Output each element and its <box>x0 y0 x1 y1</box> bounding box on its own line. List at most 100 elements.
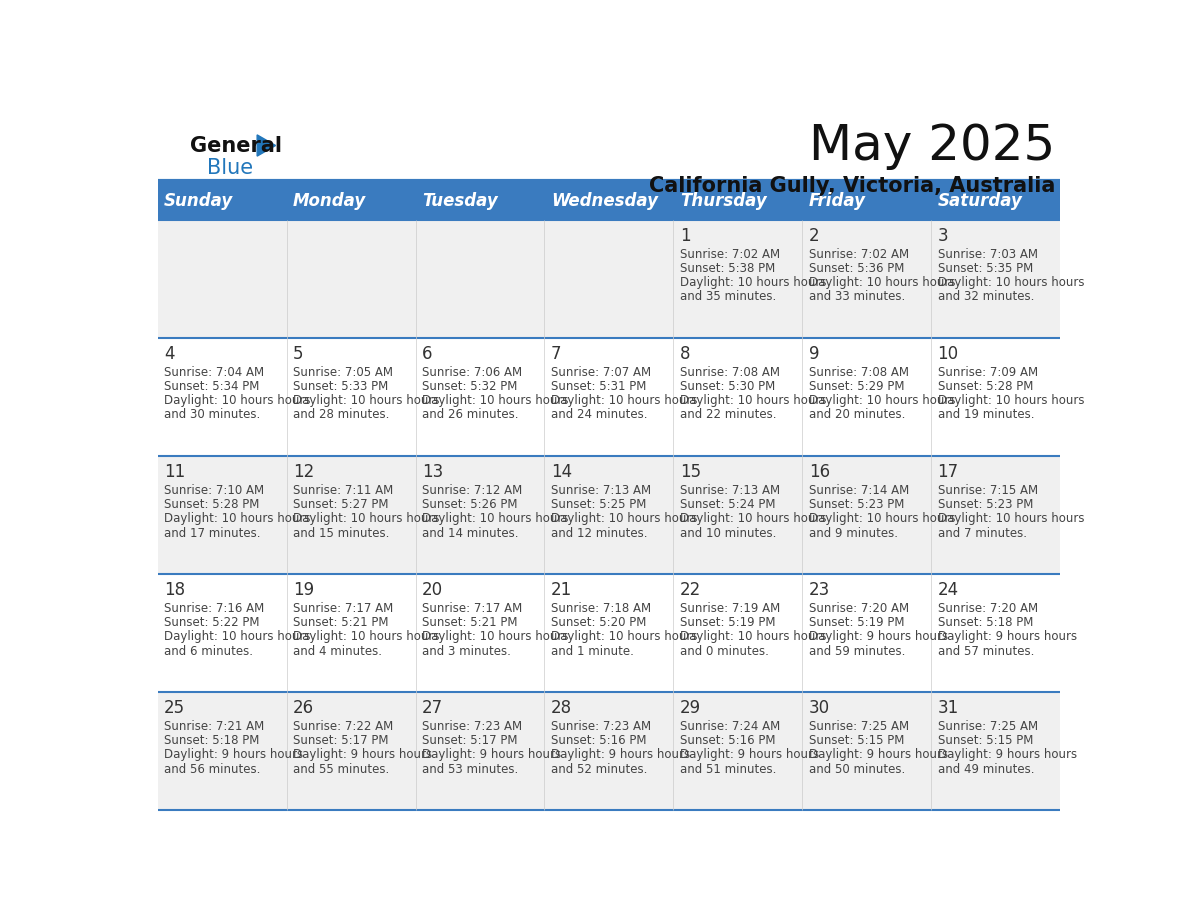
Bar <box>286 692 416 810</box>
Text: Sunset: 5:24 PM: Sunset: 5:24 PM <box>680 498 776 511</box>
Text: 29: 29 <box>680 699 701 717</box>
Text: Daylight: 9 hours hours: Daylight: 9 hours hours <box>422 748 561 761</box>
Text: Sunset: 5:25 PM: Sunset: 5:25 PM <box>551 498 646 511</box>
Text: and 30 minutes.: and 30 minutes. <box>164 409 260 421</box>
Bar <box>286 456 416 574</box>
Text: Daylight: 10 hours hours: Daylight: 10 hours hours <box>293 631 440 644</box>
Text: Daylight: 10 hours hours: Daylight: 10 hours hours <box>809 276 955 289</box>
Text: Thursday: Thursday <box>680 193 766 210</box>
Text: and 57 minutes.: and 57 minutes. <box>937 644 1034 657</box>
Text: and 9 minutes.: and 9 minutes. <box>809 527 898 540</box>
Text: 4: 4 <box>164 345 175 363</box>
Text: Daylight: 10 hours hours: Daylight: 10 hours hours <box>937 276 1083 289</box>
Text: Daylight: 9 hours hours: Daylight: 9 hours hours <box>680 748 819 761</box>
Text: Sunset: 5:30 PM: Sunset: 5:30 PM <box>680 380 775 393</box>
Text: Sunrise: 7:13 AM: Sunrise: 7:13 AM <box>551 484 651 497</box>
Text: and 56 minutes.: and 56 minutes. <box>164 763 260 776</box>
Bar <box>158 183 286 219</box>
Bar <box>674 219 802 338</box>
Bar <box>931 183 1060 219</box>
Text: 2: 2 <box>809 227 820 245</box>
Text: and 6 minutes.: and 6 minutes. <box>164 644 253 657</box>
Text: Sunrise: 7:03 AM: Sunrise: 7:03 AM <box>937 248 1037 261</box>
Text: Blue: Blue <box>207 158 253 178</box>
Text: and 4 minutes.: and 4 minutes. <box>293 644 383 657</box>
Text: Sunset: 5:19 PM: Sunset: 5:19 PM <box>680 616 776 629</box>
Text: Sunset: 5:20 PM: Sunset: 5:20 PM <box>551 616 646 629</box>
Text: Sunset: 5:23 PM: Sunset: 5:23 PM <box>809 498 904 511</box>
Text: Sunset: 5:17 PM: Sunset: 5:17 PM <box>293 734 388 747</box>
Bar <box>931 338 1060 456</box>
Text: 30: 30 <box>809 699 829 717</box>
Text: Sunrise: 7:04 AM: Sunrise: 7:04 AM <box>164 366 264 379</box>
Text: Daylight: 10 hours hours: Daylight: 10 hours hours <box>422 395 568 408</box>
Bar <box>674 183 802 219</box>
Text: Sunrise: 7:25 AM: Sunrise: 7:25 AM <box>937 721 1037 733</box>
Text: Sunrise: 7:12 AM: Sunrise: 7:12 AM <box>422 484 523 497</box>
Text: Daylight: 10 hours hours: Daylight: 10 hours hours <box>164 631 310 644</box>
Text: Daylight: 10 hours hours: Daylight: 10 hours hours <box>680 276 826 289</box>
Text: Daylight: 9 hours hours: Daylight: 9 hours hours <box>937 748 1076 761</box>
Bar <box>802 456 931 574</box>
Text: Daylight: 10 hours hours: Daylight: 10 hours hours <box>809 395 955 408</box>
Bar <box>544 183 674 219</box>
Bar <box>158 692 286 810</box>
Text: and 55 minutes.: and 55 minutes. <box>293 763 390 776</box>
Bar <box>286 219 416 338</box>
Text: 16: 16 <box>809 463 829 481</box>
Text: and 20 minutes.: and 20 minutes. <box>809 409 905 421</box>
Text: 6: 6 <box>422 345 432 363</box>
Text: Sunset: 5:31 PM: Sunset: 5:31 PM <box>551 380 646 393</box>
Text: and 33 minutes.: and 33 minutes. <box>809 290 905 304</box>
Text: Sunset: 5:36 PM: Sunset: 5:36 PM <box>809 263 904 275</box>
Text: Sunrise: 7:13 AM: Sunrise: 7:13 AM <box>680 484 779 497</box>
Text: Sunset: 5:16 PM: Sunset: 5:16 PM <box>680 734 776 747</box>
Text: Daylight: 9 hours hours: Daylight: 9 hours hours <box>551 748 690 761</box>
Bar <box>416 338 544 456</box>
Text: 14: 14 <box>551 463 571 481</box>
Text: Sunset: 5:21 PM: Sunset: 5:21 PM <box>293 616 388 629</box>
Bar <box>931 456 1060 574</box>
Text: 23: 23 <box>809 581 830 599</box>
Text: May 2025: May 2025 <box>809 121 1055 170</box>
Text: Daylight: 10 hours hours: Daylight: 10 hours hours <box>551 631 697 644</box>
Text: Sunset: 5:34 PM: Sunset: 5:34 PM <box>164 380 259 393</box>
Text: Sunset: 5:28 PM: Sunset: 5:28 PM <box>937 380 1032 393</box>
Text: 22: 22 <box>680 581 701 599</box>
Text: Sunset: 5:32 PM: Sunset: 5:32 PM <box>422 380 517 393</box>
Text: and 24 minutes.: and 24 minutes. <box>551 409 647 421</box>
Bar <box>416 574 544 692</box>
Text: 9: 9 <box>809 345 820 363</box>
Text: 7: 7 <box>551 345 562 363</box>
Text: 1: 1 <box>680 227 690 245</box>
Text: Daylight: 10 hours hours: Daylight: 10 hours hours <box>293 395 440 408</box>
Text: Sunrise: 7:20 AM: Sunrise: 7:20 AM <box>809 602 909 615</box>
Text: and 10 minutes.: and 10 minutes. <box>680 527 776 540</box>
Bar <box>286 574 416 692</box>
Text: Sunrise: 7:05 AM: Sunrise: 7:05 AM <box>293 366 393 379</box>
Text: and 50 minutes.: and 50 minutes. <box>809 763 905 776</box>
Text: Sunrise: 7:14 AM: Sunrise: 7:14 AM <box>809 484 909 497</box>
Text: 15: 15 <box>680 463 701 481</box>
Text: Sunrise: 7:07 AM: Sunrise: 7:07 AM <box>551 366 651 379</box>
Text: Saturday: Saturday <box>937 193 1023 210</box>
Text: Sunset: 5:18 PM: Sunset: 5:18 PM <box>937 616 1032 629</box>
Bar <box>544 692 674 810</box>
Bar <box>416 219 544 338</box>
Text: Daylight: 9 hours hours: Daylight: 9 hours hours <box>937 631 1076 644</box>
Text: Sunrise: 7:02 AM: Sunrise: 7:02 AM <box>809 248 909 261</box>
Text: Monday: Monday <box>293 193 366 210</box>
Text: and 0 minutes.: and 0 minutes. <box>680 644 769 657</box>
Text: 27: 27 <box>422 699 443 717</box>
Text: and 49 minutes.: and 49 minutes. <box>937 763 1034 776</box>
Text: Daylight: 9 hours hours: Daylight: 9 hours hours <box>809 631 948 644</box>
Bar <box>674 574 802 692</box>
Text: 28: 28 <box>551 699 571 717</box>
Text: 24: 24 <box>937 581 959 599</box>
Text: California Gully, Victoria, Australia: California Gully, Victoria, Australia <box>649 175 1055 196</box>
Text: Sunset: 5:16 PM: Sunset: 5:16 PM <box>551 734 646 747</box>
Bar <box>544 456 674 574</box>
Bar <box>544 219 674 338</box>
Text: Sunrise: 7:24 AM: Sunrise: 7:24 AM <box>680 721 781 733</box>
Bar <box>802 692 931 810</box>
